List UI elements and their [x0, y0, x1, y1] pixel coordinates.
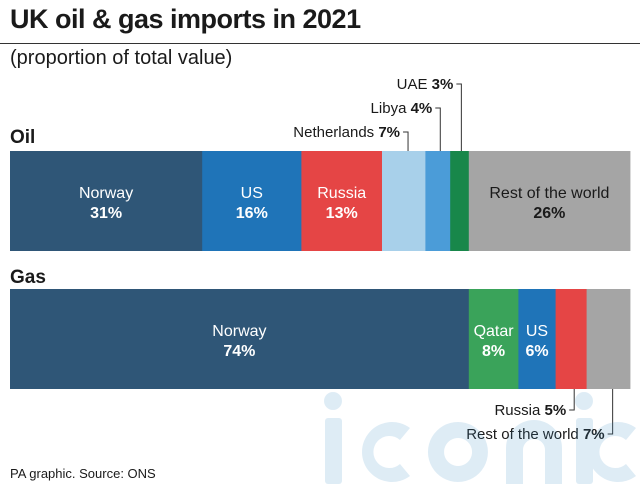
- chart-subtitle: (proportion of total value): [10, 47, 233, 69]
- bar-value-gas-us: 6%: [525, 343, 548, 360]
- bar-gas-us: [518, 289, 556, 389]
- bar-value-oil-norway: 31%: [90, 205, 122, 222]
- bar-gas-rest-of-the-world: [586, 289, 631, 389]
- bar-oil-norway: [10, 151, 203, 251]
- bar-oil-rest-of-the-world: [468, 151, 631, 251]
- callout-line-oil-uae: [456, 83, 462, 151]
- bar-value-oil-us: 16%: [236, 205, 268, 222]
- bar-label-gas-us: US: [526, 323, 548, 340]
- bar-label-gas-norway: Norway: [212, 323, 266, 340]
- bar-value-oil-rest-of-the-world: 26%: [533, 205, 565, 222]
- bar-value-gas-qatar: 8%: [482, 343, 505, 360]
- bar-oil-russia: [301, 151, 383, 251]
- group-label-oil: Oil: [10, 127, 35, 148]
- callout-line-oil-libya: [435, 107, 441, 151]
- callout-gas-russia: Russia 5%: [494, 402, 566, 419]
- source-note: PA graphic. Source: ONS: [10, 466, 156, 481]
- callout-oil-uae: UAE 3%: [397, 76, 454, 93]
- bar-gas-qatar: [468, 289, 519, 389]
- bar-gas-norway: [10, 289, 470, 389]
- callout-line-gas-rest-of-the-world: [607, 389, 614, 435]
- bar-label-gas-qatar: Qatar: [474, 323, 515, 340]
- callout-oil-netherlands: Netherlands 7%: [293, 124, 400, 141]
- bar-oil-uae: [450, 151, 470, 251]
- callout-line-oil-netherlands: [403, 131, 409, 151]
- callout-gas-rest-of-the-world: Rest of the world 7%: [466, 426, 604, 443]
- bar-oil-us: [202, 151, 302, 251]
- chart-title: UK oil & gas imports in 2021: [10, 4, 361, 34]
- bar-value-oil-russia: 13%: [326, 205, 358, 222]
- bar-label-oil-us: US: [241, 185, 263, 202]
- bar-label-oil-rest-of-the-world: Rest of the world: [489, 185, 609, 202]
- group-label-gas: Gas: [10, 267, 46, 288]
- title-divider: [0, 43, 640, 44]
- callout-line-gas-russia: [569, 389, 575, 411]
- bar-gas-russia: [555, 289, 587, 389]
- bar-label-oil-russia: Russia: [317, 185, 366, 202]
- bar-value-gas-norway: 74%: [223, 343, 255, 360]
- bar-oil-libya: [425, 151, 451, 251]
- bar-oil-netherlands: [382, 151, 426, 251]
- callout-oil-libya: Libya 4%: [371, 100, 433, 117]
- bar-label-oil-norway: Norway: [79, 185, 133, 202]
